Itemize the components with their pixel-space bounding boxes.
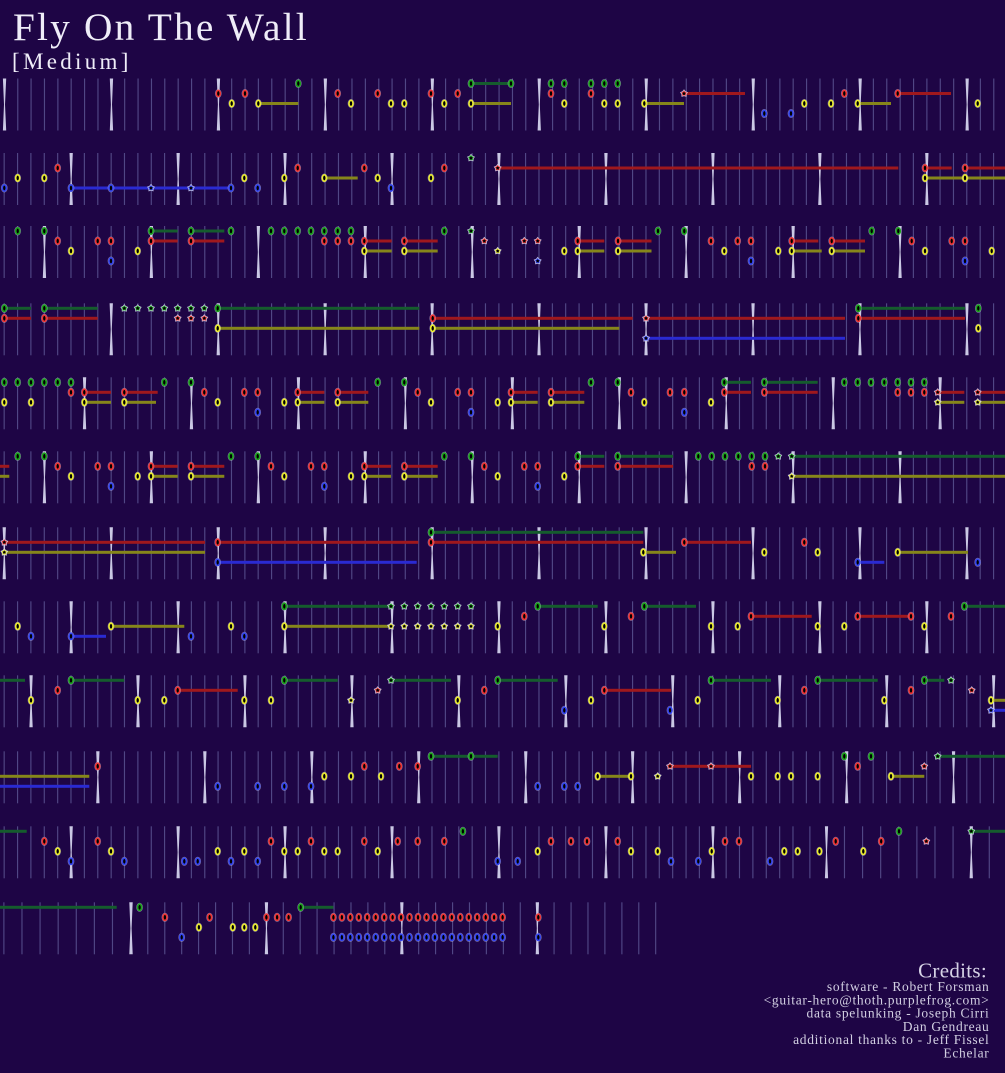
- svg-text:<guitar-hero@thoth.purplefrog.: <guitar-hero@thoth.purplefrog.com>: [764, 992, 990, 1007]
- svg-text:Credits:: Credits:: [918, 958, 987, 982]
- svg-text:Echelar: Echelar: [943, 1046, 989, 1061]
- svg-text:Fly On The Wall: Fly On The Wall: [13, 5, 309, 49]
- svg-text:software - Robert Forsman: software - Robert Forsman: [827, 979, 990, 994]
- svg-text:data spelunking - Joseph Cirri: data spelunking - Joseph Cirri: [807, 1006, 990, 1021]
- svg-text:additional thanks to - Jeff Fi: additional thanks to - Jeff Fissel: [793, 1032, 989, 1047]
- svg-text:Dan Gendreau: Dan Gendreau: [903, 1019, 990, 1034]
- svg-text:[Medium]: [Medium]: [12, 49, 132, 74]
